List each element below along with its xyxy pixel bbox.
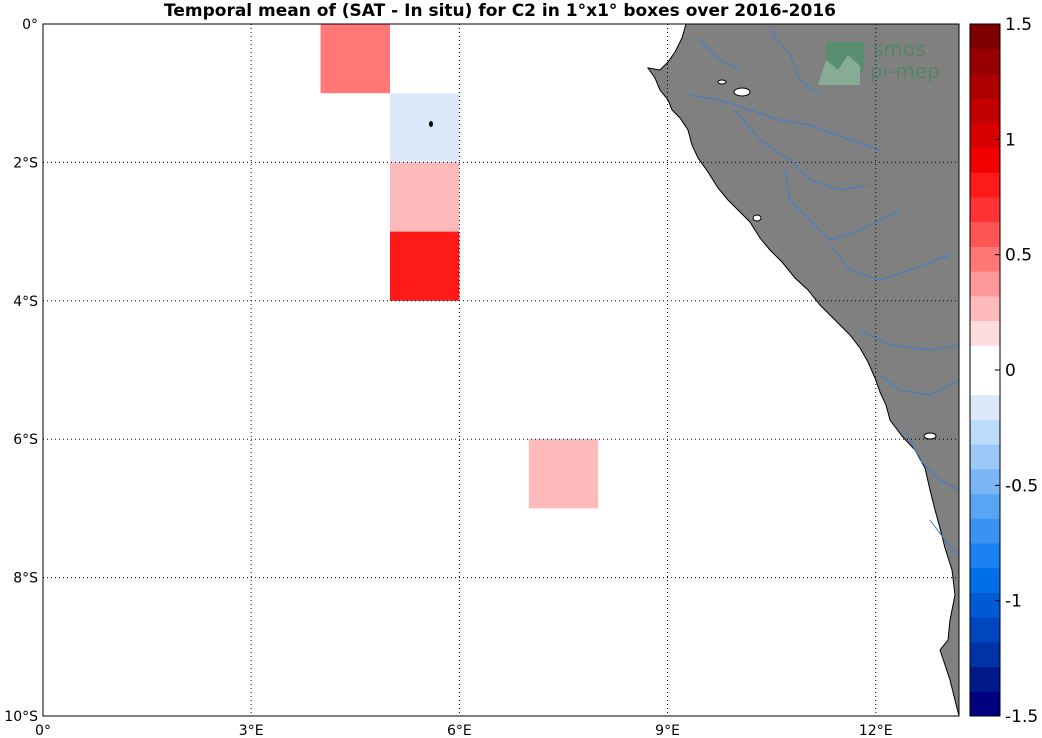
river <box>879 374 959 396</box>
heatmap-cell <box>528 439 599 509</box>
colorbar: 1.5 1 0.5 0 -0.5 -1 -1.5 <box>969 15 1038 727</box>
lon-tick-label: 3°E <box>239 723 264 738</box>
rivers <box>689 29 959 556</box>
logo-line2: pi-mep <box>870 59 940 83</box>
island <box>717 79 727 85</box>
small-island <box>429 121 433 127</box>
lat-tick-label: 4°S <box>13 294 38 310</box>
colorbar-swatch <box>970 592 1000 618</box>
heatmap-cells <box>320 24 599 509</box>
colorbar-swatch <box>970 320 1000 346</box>
colorbar-swatch <box>970 24 1000 50</box>
river <box>904 429 959 491</box>
lat-tick-label: 0° <box>22 17 38 33</box>
river <box>929 519 959 556</box>
colorbar-swatch <box>970 197 1000 223</box>
colorbar-swatch <box>970 345 1000 371</box>
lon-tick-label: 6°E <box>447 723 472 738</box>
colorbar-tick-label: 0 <box>1005 361 1016 381</box>
river <box>769 29 821 96</box>
colorbar-swatch <box>970 617 1000 643</box>
river <box>689 94 881 151</box>
smos-pi-mep-logo: smos pi-mep <box>818 37 940 85</box>
colorbar-swatch <box>970 122 1000 149</box>
colorbar-swatch <box>970 172 1000 198</box>
river <box>859 329 959 351</box>
map-frame <box>42 23 960 717</box>
colorbar-swatch <box>970 48 1000 74</box>
river <box>699 39 741 71</box>
river <box>734 109 871 191</box>
island <box>733 87 751 97</box>
colorbar-swatch <box>970 493 1000 519</box>
colorbar-swatch <box>970 444 1000 470</box>
colorbar-swatch <box>970 73 1000 99</box>
colorbar-swatch <box>970 641 1000 668</box>
colorbar-swatch <box>970 394 1000 420</box>
colorbar-swatch <box>970 567 1000 593</box>
map-plot-area: smos pi-mep <box>43 24 959 716</box>
colorbar-tick-label: 0.5 <box>1005 246 1032 266</box>
colorbar-tick-label: -0.5 <box>1005 476 1038 496</box>
colorbar-swatch <box>970 666 1000 692</box>
lat-tick-label: 8°S <box>13 571 38 587</box>
colorbar-swatch <box>970 370 1000 396</box>
river <box>784 169 901 241</box>
colorbar-swatch <box>970 419 1000 445</box>
colorbar-swatch <box>970 518 1000 544</box>
island <box>752 214 762 222</box>
colorbar-tick-label: 1.5 <box>1005 15 1032 35</box>
map-gridlines <box>43 24 959 716</box>
colorbar-swatch <box>970 468 1000 495</box>
lat-tick-label: 10°S <box>4 709 38 725</box>
heatmap-cell <box>389 231 460 301</box>
colorbar-swatch <box>970 147 1000 173</box>
colorbar-swatch <box>970 271 1000 297</box>
colorbar-tick-label: -1.5 <box>1005 707 1038 727</box>
lat-tick-label: 2°S <box>13 155 38 171</box>
heatmap-cell <box>320 24 390 94</box>
lon-tick-label: 12°E <box>859 723 893 738</box>
colorbar-swatch <box>970 295 1000 322</box>
map-title: Temporal mean of (SAT - In situ) for C2 … <box>164 1 836 21</box>
axis-tick-labels: 0° 3°E 6°E 9°E 12°E 0° 2°S 4°S 6°S 8°S 10°S <box>4 17 892 738</box>
colorbar-swatch <box>970 543 1000 569</box>
lat-tick-label: 6°S <box>13 432 38 448</box>
lon-tick-label: 9°E <box>655 723 680 738</box>
colorbar-tick-label: -1 <box>1005 592 1022 612</box>
africa-landmass <box>646 24 959 716</box>
colorbar-swatch <box>970 246 1000 272</box>
heatmap-cell <box>389 93 460 163</box>
island <box>923 432 937 440</box>
lon-tick-label: 0° <box>35 723 51 738</box>
colorbar-swatch <box>970 98 1000 124</box>
river <box>829 244 951 281</box>
colorbar-tick-label: 1 <box>1005 130 1016 150</box>
colorbar-swatch <box>970 691 1000 717</box>
coastal-islands <box>717 79 937 440</box>
heatmap-cell <box>389 162 460 232</box>
colorbar-swatch <box>970 221 1000 247</box>
logo-line1: smos <box>873 37 926 61</box>
